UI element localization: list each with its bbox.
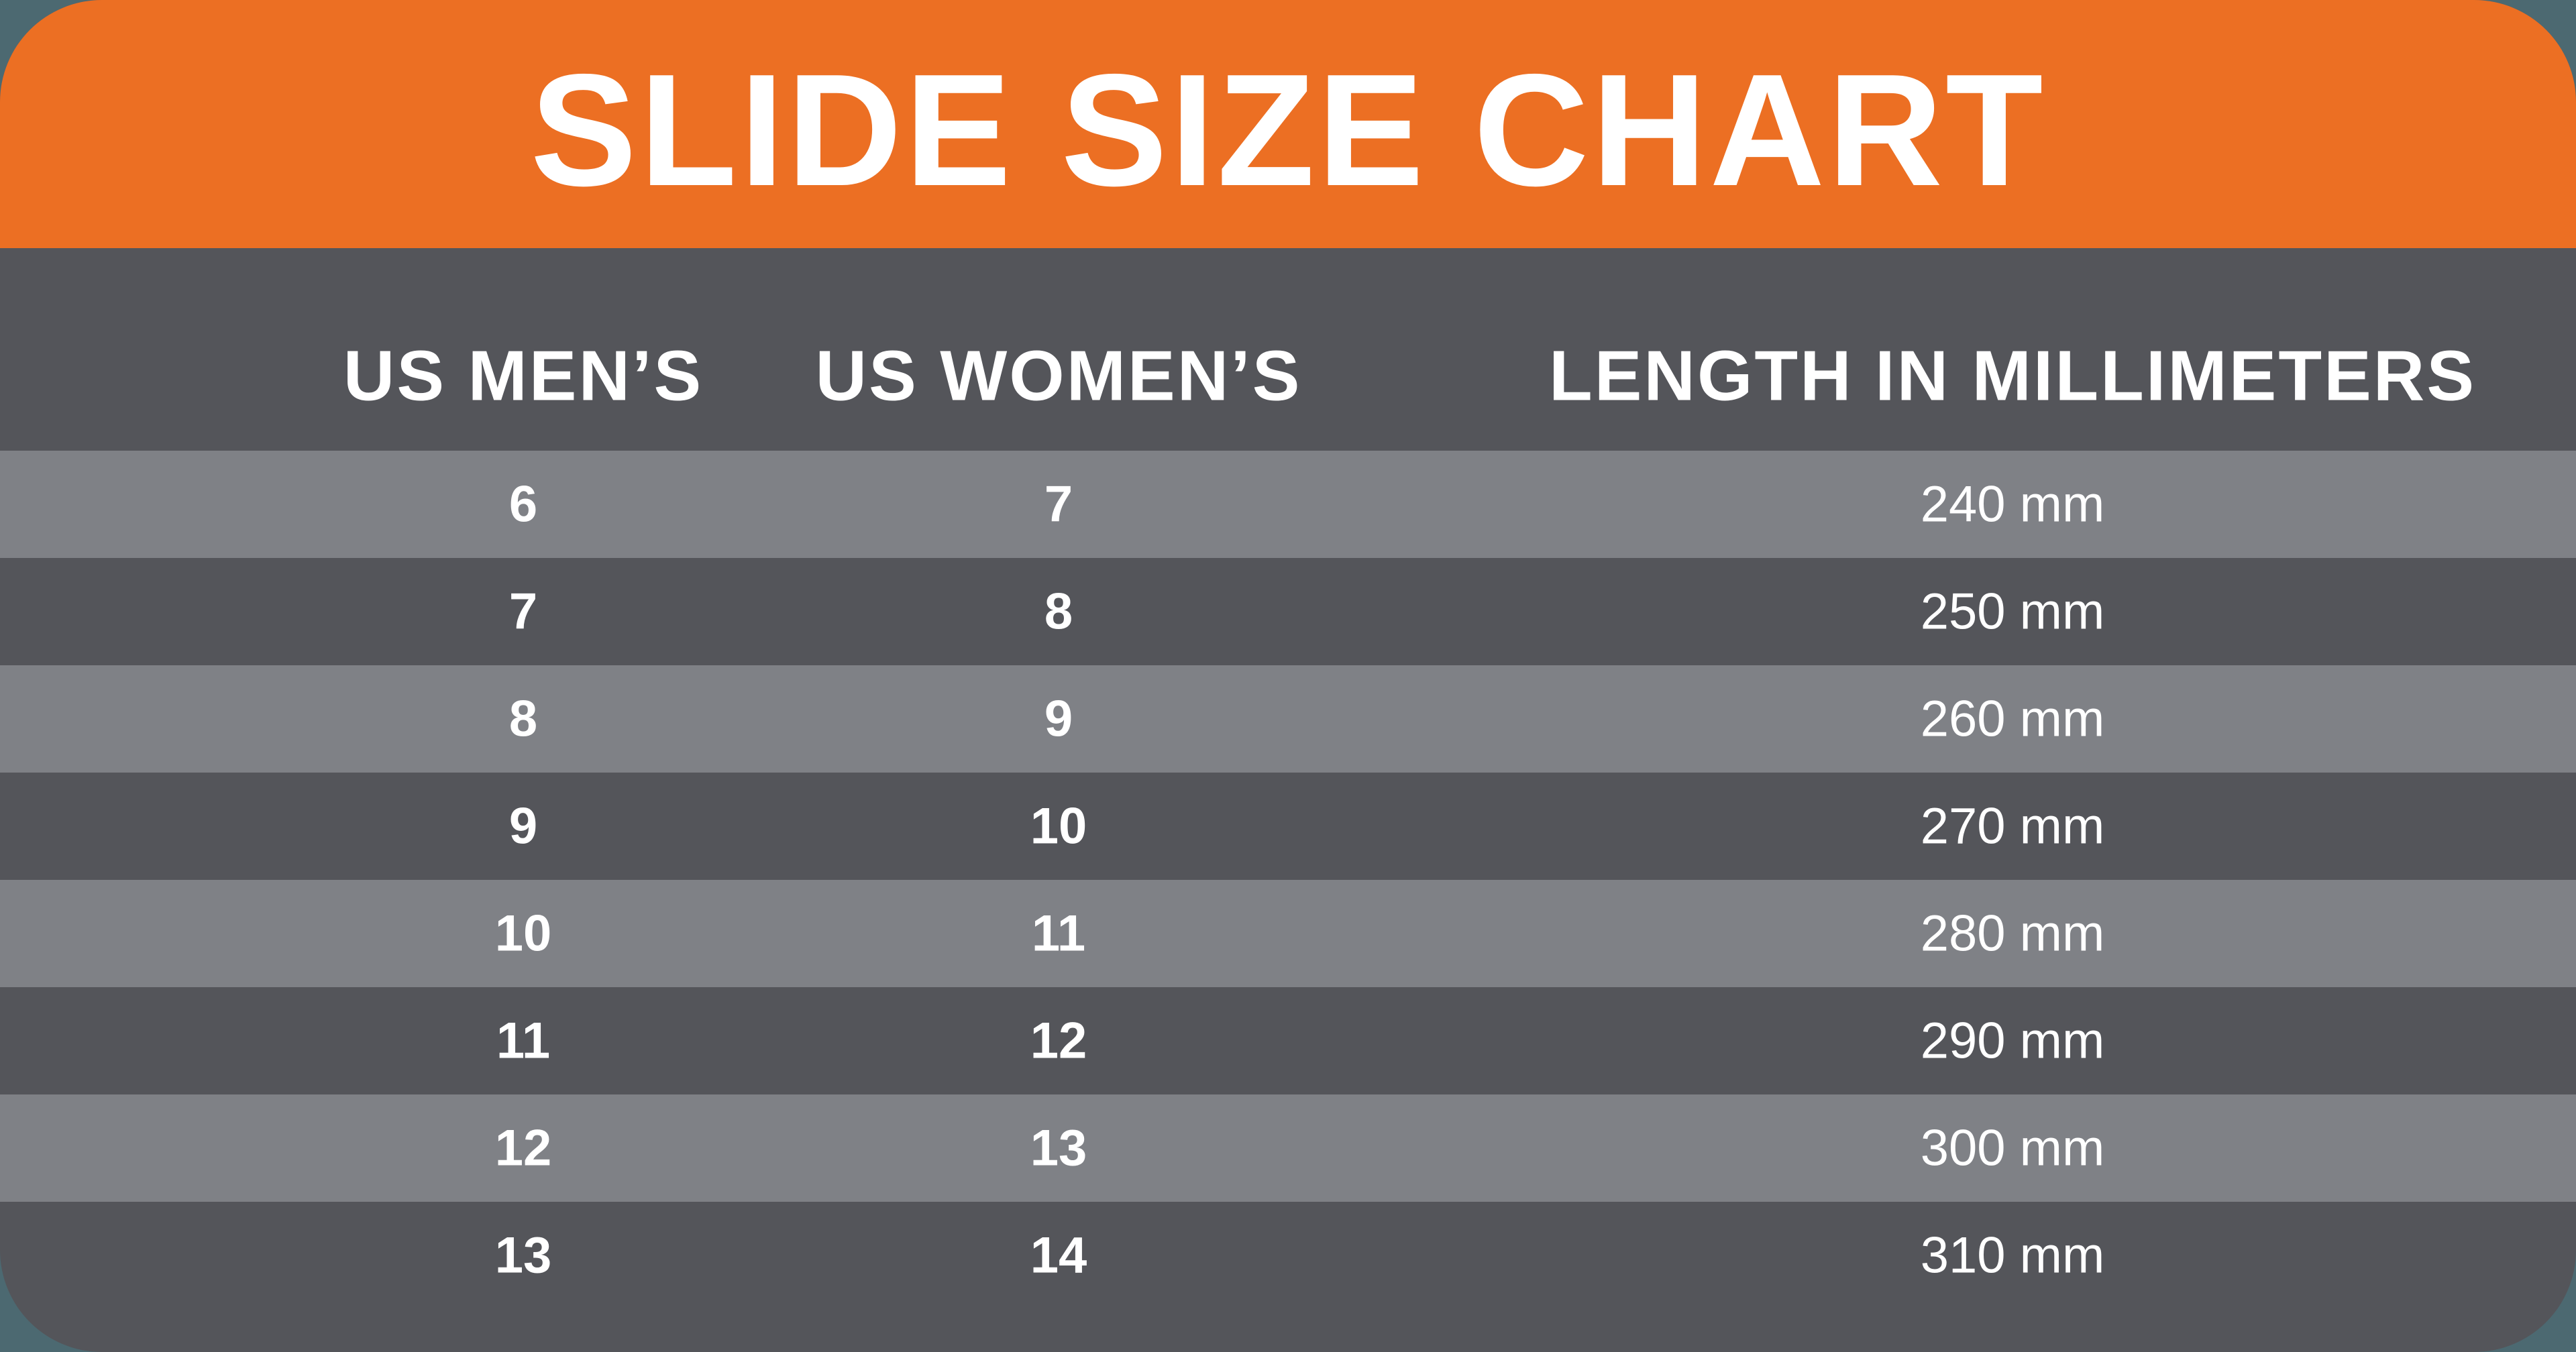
page-title: SLIDE SIZE CHART <box>530 41 2046 219</box>
cell-us-mens: 6 <box>508 475 538 533</box>
cell-length: 250 mm <box>1920 583 2105 640</box>
table-body: 6 7 240 mm 7 8 250 mm 8 9 260 mm 9 10 27… <box>0 451 2576 1309</box>
cell-us-mens: 9 <box>508 797 538 855</box>
table-row: 10 11 280 mm <box>0 880 2576 987</box>
table-row: 6 7 240 mm <box>0 451 2576 558</box>
title-band: SLIDE SIZE CHART <box>0 0 2576 248</box>
cell-us-mens: 11 <box>496 1012 551 1070</box>
table-row: 8 9 260 mm <box>0 665 2576 773</box>
cell-us-mens: 7 <box>508 583 538 640</box>
cell-us-womens: 14 <box>1030 1227 1087 1284</box>
cell-length: 310 mm <box>1920 1227 2105 1284</box>
cell-us-mens: 12 <box>494 1119 552 1177</box>
table-row: 12 13 300 mm <box>0 1094 2576 1202</box>
cell-us-mens: 10 <box>494 905 552 962</box>
cell-us-womens: 9 <box>1044 690 1073 748</box>
cell-us-mens: 13 <box>494 1227 552 1284</box>
cell-length: 300 mm <box>1920 1119 2105 1177</box>
cell-length: 260 mm <box>1920 690 2105 748</box>
column-header-length: LENGTH IN MILLIMETERS <box>1548 336 2477 416</box>
cell-us-womens: 10 <box>1030 797 1087 855</box>
cell-us-womens: 8 <box>1044 583 1073 640</box>
cell-us-womens: 13 <box>1030 1119 1087 1177</box>
cell-length: 290 mm <box>1920 1012 2105 1070</box>
table-header-row: US MEN’S US WOMEN’S LENGTH IN MILLIMETER… <box>0 248 2576 451</box>
column-header-us-mens: US MEN’S <box>343 336 704 416</box>
table-row: 11 12 290 mm <box>0 987 2576 1094</box>
cell-us-mens: 8 <box>508 690 538 748</box>
table-row: 9 10 270 mm <box>0 773 2576 880</box>
cell-length: 270 mm <box>1920 797 2105 855</box>
cell-length: 280 mm <box>1920 905 2105 962</box>
table-row: 7 8 250 mm <box>0 558 2576 665</box>
column-header-us-womens: US WOMEN’S <box>815 336 1302 416</box>
cell-us-womens: 7 <box>1044 475 1073 533</box>
cell-us-womens: 12 <box>1030 1012 1087 1070</box>
cell-length: 240 mm <box>1920 475 2105 533</box>
cell-us-womens: 11 <box>1031 905 1086 962</box>
table-row: 13 14 310 mm <box>0 1202 2576 1309</box>
